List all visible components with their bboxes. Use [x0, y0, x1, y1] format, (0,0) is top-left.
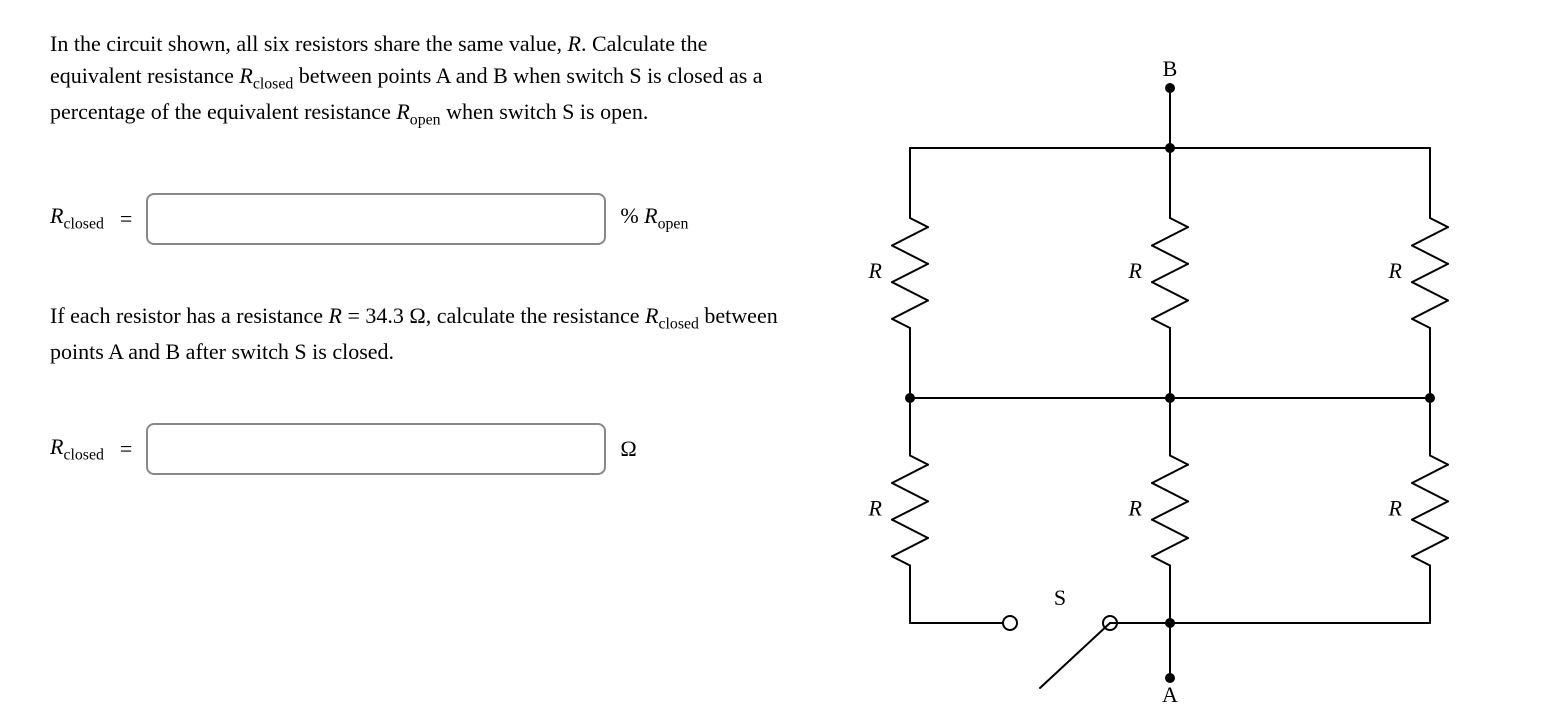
answer-1-label: Rclosed — [50, 203, 104, 233]
question-paragraph-1: In the circuit shown, all six resistors … — [50, 28, 780, 133]
svg-text:R: R — [1128, 258, 1143, 283]
svg-text:A: A — [1162, 682, 1178, 707]
answer-2-label: Rclosed — [50, 434, 104, 464]
question-paragraph-2: If each resistor has a resistance R = 34… — [50, 300, 780, 368]
svg-text:B: B — [1163, 56, 1178, 81]
svg-text:R: R — [868, 258, 883, 283]
svg-text:R: R — [1388, 258, 1403, 283]
answer-2-unit: Ω — [620, 436, 636, 462]
answer-2-input[interactable] — [146, 423, 606, 475]
svg-text:R: R — [1388, 496, 1403, 521]
answer-row-1: Rclosed = % Ropen — [50, 193, 780, 245]
answer-1-unit: % Ropen — [620, 203, 688, 233]
svg-text:S: S — [1054, 585, 1066, 610]
svg-text:R: R — [868, 496, 883, 521]
equals-sign-2: = — [120, 436, 132, 462]
equals-sign-1: = — [120, 206, 132, 232]
answer-1-input[interactable] — [146, 193, 606, 245]
answer-row-2: Rclosed = Ω — [50, 423, 780, 475]
circuit-diagram: B S A R R R R R R — [810, 28, 1510, 708]
svg-text:R: R — [1128, 496, 1143, 521]
